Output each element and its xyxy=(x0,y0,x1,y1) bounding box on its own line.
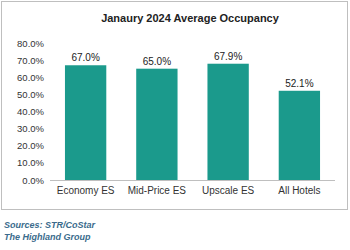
tick-mark xyxy=(47,180,50,181)
y-tick-label: 70.0% xyxy=(17,55,44,66)
bar xyxy=(65,65,106,180)
x-tick-label: Economy ES xyxy=(57,185,115,196)
tick-mark xyxy=(47,128,50,129)
chart: Janaury 2024 Average Occupancy 0.0% 10.0% 2… xyxy=(0,0,350,250)
y-tick-label: 20.0% xyxy=(17,140,44,151)
data-label: 67.0% xyxy=(71,52,99,63)
tick-mark xyxy=(47,43,50,44)
x-tick-label: Mid-Price ES xyxy=(128,185,187,196)
bar xyxy=(136,69,177,180)
x-axis-line xyxy=(50,180,335,181)
data-label: 67.9% xyxy=(214,51,242,62)
y-tick-label: 0.0% xyxy=(22,175,44,186)
chart-frame xyxy=(2,2,348,210)
y-tick-label: 80.0% xyxy=(17,38,44,49)
x-tick-label: Upscale ES xyxy=(202,185,255,196)
data-label: 65.0% xyxy=(143,56,171,67)
y-tick-label: 30.0% xyxy=(17,123,44,134)
tick-mark xyxy=(47,162,50,163)
x-tick-label: All Hotels xyxy=(278,185,320,196)
source-note: Sources: STR/CoStar xyxy=(4,220,96,230)
y-tick-label: 60.0% xyxy=(17,72,44,83)
tick-mark xyxy=(47,145,50,146)
title: Janaury 2024 Average Occupancy xyxy=(101,12,280,24)
bars xyxy=(65,64,320,180)
source-note: The Highland Group xyxy=(4,232,91,242)
tick-mark xyxy=(47,60,50,61)
y-tick-label: 10.0% xyxy=(17,157,44,168)
bar xyxy=(279,91,320,180)
tick-mark xyxy=(47,77,50,78)
tick-mark xyxy=(47,111,50,112)
bar xyxy=(207,64,248,180)
data-label: 52.1% xyxy=(285,78,313,89)
y-tick-label: 50.0% xyxy=(17,89,44,100)
tick-mark xyxy=(47,94,50,95)
y-tick-label: 40.0% xyxy=(17,106,44,117)
